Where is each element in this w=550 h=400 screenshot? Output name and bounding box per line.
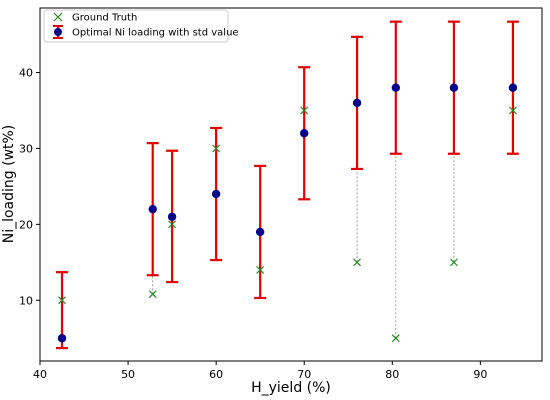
ground-truth-point xyxy=(256,265,265,274)
x-tick-label: 60 xyxy=(209,368,223,381)
x-tick-label: 90 xyxy=(473,368,487,381)
legend: Ground Truth Optimal Ni loading with std… xyxy=(43,9,239,43)
optimal-point xyxy=(211,189,221,199)
x-axis-ticks: 40 50 60 70 80 90 xyxy=(33,361,487,381)
optimal-points xyxy=(57,83,518,343)
optimal-point xyxy=(300,129,309,138)
ground-truth-point xyxy=(168,220,177,229)
ground-truth-point xyxy=(509,106,517,115)
ground-truth-point xyxy=(391,334,400,343)
x-tick-label: 50 xyxy=(121,368,135,381)
legend-ground-truth-marker-icon xyxy=(53,12,63,22)
plot-frame xyxy=(39,7,543,362)
optimal-point xyxy=(352,98,362,108)
optimal-point xyxy=(391,83,401,92)
y-tick-label: 10 xyxy=(19,294,33,307)
ground-truth-point xyxy=(353,258,361,267)
ground-truth-points xyxy=(58,106,517,343)
x-tick-label: 80 xyxy=(385,368,399,381)
optimal-point xyxy=(57,334,67,343)
y-axis-ticks: 10 20 30 40 xyxy=(19,67,40,307)
ground-truth-point xyxy=(58,296,66,305)
y-tick-label: 30 xyxy=(19,142,33,155)
dotted-connectors xyxy=(61,87,514,339)
optimal-point xyxy=(167,212,177,221)
legend-ground-truth-label: Ground Truth xyxy=(72,13,137,24)
y-tick-label: 40 xyxy=(19,67,33,80)
legend-optimal-label: Optimal Ni loading with std value xyxy=(72,28,239,39)
ground-truth-point xyxy=(148,290,157,299)
y-axis-label: Ni_loading (wt%) xyxy=(1,125,17,244)
ground-truth-point xyxy=(212,144,221,153)
optimal-point xyxy=(148,204,157,214)
ground-truth-point xyxy=(450,258,458,267)
optimal-point xyxy=(255,227,265,237)
legend-box xyxy=(43,9,229,43)
x-tick-label: 70 xyxy=(297,368,311,381)
optimal-point xyxy=(449,83,459,92)
y-tick-label: 20 xyxy=(19,218,33,231)
optimal-point xyxy=(508,83,518,92)
ground-truth-point xyxy=(300,106,309,115)
x-tick-label: 40 xyxy=(33,368,47,381)
x-axis-label: H_yield (%) xyxy=(251,380,331,396)
error-bars xyxy=(56,20,519,350)
legend-optimal-marker-icon xyxy=(53,25,63,39)
